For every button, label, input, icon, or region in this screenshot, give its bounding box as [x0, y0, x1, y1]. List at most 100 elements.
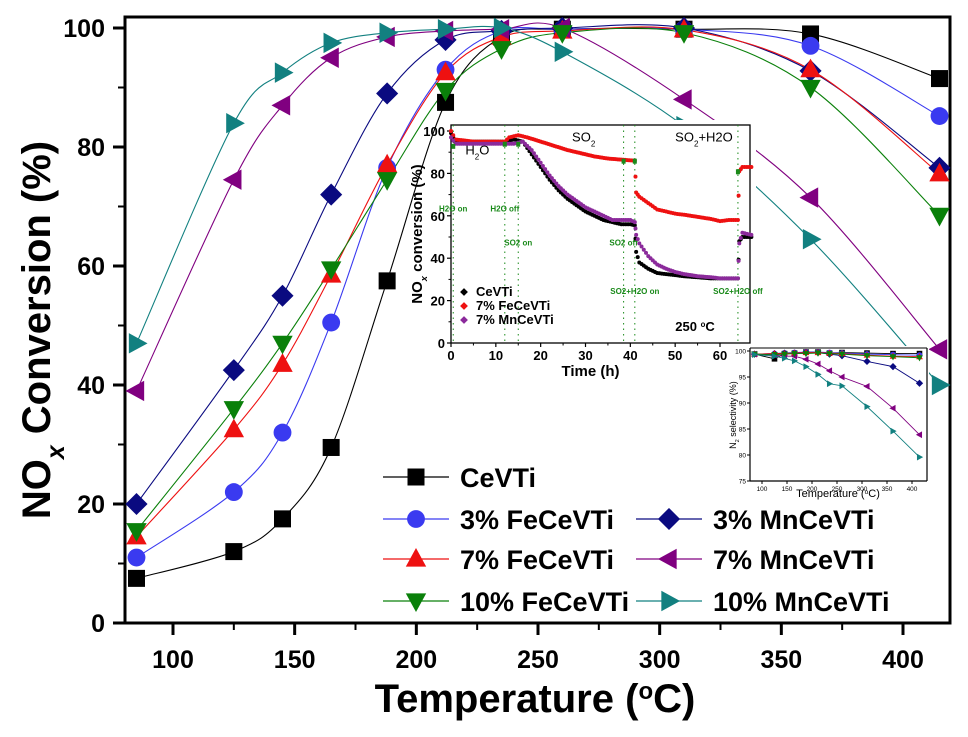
- inset-sel-point-10pct-fecevti: [889, 354, 897, 361]
- inset-sel-point-7pct-mncevti: [838, 373, 845, 381]
- inset-sel-series-10pct-fecevti: [751, 350, 923, 362]
- inset-sel-y-tick-label: 85: [739, 427, 747, 434]
- inset-sel-x-tick-label: 250: [832, 486, 843, 493]
- inset-sel-point-cevti: [771, 356, 778, 362]
- inset-time-temperature-annotation: 250 oC: [675, 319, 715, 334]
- inset-time-point: [738, 236, 743, 241]
- x-axis-label-part: C): [653, 677, 695, 721]
- data-point-10pct-mncevti: [274, 62, 294, 83]
- inset-time-x-tick-label: 60: [713, 348, 727, 363]
- data-point-10pct-mncevti: [226, 113, 245, 134]
- inset-sel-point-10pct-mncevti: [890, 427, 897, 435]
- x-axis-label-part: o: [638, 678, 653, 705]
- event-label-so2-h2o-on: SO2+H2O on: [610, 287, 659, 296]
- inset-sel-point-7pct-mncevti: [814, 360, 821, 368]
- inset-time-point: [633, 174, 638, 179]
- inset-time-point: [644, 250, 649, 255]
- inset-time-y-tick-label: 100: [423, 124, 445, 139]
- x-axis-label-part: Temperature (: [375, 677, 639, 721]
- y-tick-label: 40: [77, 372, 105, 400]
- data-point-3pct-mncevti: [320, 183, 343, 206]
- phase-label-h2o: H2O: [465, 142, 489, 161]
- inset-sel-x-tick-label: 150: [782, 486, 793, 493]
- data-point-10pct-fecevti: [929, 207, 950, 227]
- inset-sel-point-10pct-mncevti: [781, 354, 789, 362]
- inset-sel-y-tick-label: 80: [739, 453, 747, 460]
- inset-sel-bg: [730, 346, 929, 509]
- inset-sel-x-tick-label: 100: [757, 486, 768, 493]
- inset-time-plot: 0 20 40 60 80 100 0 10 20 30 40 50 60 Time (h) NOx con…: [409, 120, 763, 398]
- event-marker: [502, 141, 507, 147]
- inset-time-point: [639, 244, 644, 249]
- inset-sel-point-10pct-mncevti: [791, 357, 799, 365]
- legend-item-10pct-fecevti: 10% FeCeVTi: [383, 587, 629, 617]
- data-point-10pct-fecevti: [223, 401, 245, 420]
- event-label-so2-off: SO2 off: [609, 238, 638, 247]
- inset-time-point: [540, 163, 545, 168]
- inset-sel-point-10pct-mncevti: [771, 352, 779, 360]
- inset-time-point: [531, 151, 536, 156]
- phase-label-so2-h2o-part: 2: [694, 139, 699, 148]
- legend-label-10pct-mncevti: 10% MnCeVTi: [713, 587, 890, 617]
- inset-sel-point-10pct-mncevti: [751, 351, 759, 358]
- event-label-h2o-on: H2O on: [439, 205, 468, 214]
- legend-marker-10pct-mncevti: [661, 590, 681, 612]
- y-tick-label: 20: [77, 491, 105, 519]
- inset-time-point: [633, 226, 638, 231]
- data-point-7pct-mncevti: [672, 89, 692, 110]
- data-point-10pct-mncevti: [437, 18, 457, 40]
- inset-sel-point-3pct-mncevti: [863, 357, 871, 366]
- data-point-10pct-fecevti: [376, 172, 398, 191]
- legend-marker-3pct-fecevti: [407, 510, 425, 528]
- inset-sel-point-7pct-mncevti: [825, 367, 833, 375]
- data-point-cevti: [931, 70, 948, 88]
- x-tick-label: 100: [152, 646, 194, 674]
- inset-time-point: [543, 167, 548, 172]
- inset-time-legend-label-7pct-fecevti: 7% FeCeVTi: [476, 298, 550, 313]
- inset-time-point: [534, 154, 539, 159]
- inset-time-point: [635, 237, 640, 242]
- inset-time-point: [536, 157, 541, 162]
- inset-time-y-axis-label-part: NO: [409, 281, 426, 304]
- inset-time-point: [641, 247, 646, 252]
- inset-sel-point-10pct-fecevti: [814, 350, 822, 357]
- inset-time-y-tick-label: 80: [431, 166, 445, 181]
- legend-label-cevti: CeVTi: [460, 463, 536, 493]
- data-point-10pct-mncevti: [931, 374, 951, 396]
- data-point-3pct-fecevti: [224, 483, 243, 502]
- inset-sel-x-tick-label: 350: [882, 486, 893, 493]
- inset-time-point: [735, 276, 740, 281]
- data-point-10pct-mncevti: [379, 22, 399, 43]
- inset-time-y-tick-label: 60: [431, 209, 445, 224]
- data-point-cevti: [322, 438, 340, 456]
- inset-sel-x-axis-label-part: o: [865, 489, 869, 496]
- y-tick-label: 60: [77, 253, 105, 281]
- data-point-10pct-mncevti: [323, 32, 343, 54]
- phase-label-h2o-part: O: [479, 142, 489, 157]
- inset-sel-point-10pct-mncevti: [839, 382, 846, 390]
- data-point-3pct-fecevti: [273, 423, 292, 442]
- inset-time-point: [632, 220, 637, 225]
- data-point-10pct-fecevti: [320, 261, 342, 281]
- data-point-10pct-fecevti: [491, 41, 512, 60]
- data-point-7pct-fecevti: [929, 162, 950, 182]
- x-tick-label: 200: [395, 646, 437, 674]
- data-point-10pct-fecevti: [800, 79, 821, 99]
- inset-time-point: [547, 173, 552, 178]
- legend-label-3pct-mncevti: 3% MnCeVTi: [713, 505, 875, 535]
- data-point-7pct-fecevti: [376, 153, 398, 173]
- phase-label-so2: SO2: [572, 130, 596, 149]
- inset-time-legend-marker-cevti: [460, 288, 468, 296]
- inset-sel-point-10pct-fecevti: [916, 355, 923, 362]
- x-tick-label: 150: [274, 646, 316, 674]
- series-line-10pct-mncevti: [135, 25, 940, 386]
- data-point-7pct-mncevti: [320, 47, 339, 68]
- data-point-7pct-mncevti: [125, 380, 145, 402]
- y-tick-label: 0: [91, 610, 105, 638]
- inset-time-temperature-annotation-part: 250: [675, 319, 700, 334]
- data-point-3pct-mncevti: [222, 359, 245, 382]
- inset-sel-y-tick-label: 90: [739, 401, 747, 408]
- legend-item-7pct-fecevti: 7% FeCeVTi: [383, 545, 614, 575]
- inset-sel-y-axis-label-part: 2: [735, 439, 741, 442]
- inset-time-legend-label-cevti: CeVTi: [476, 284, 513, 299]
